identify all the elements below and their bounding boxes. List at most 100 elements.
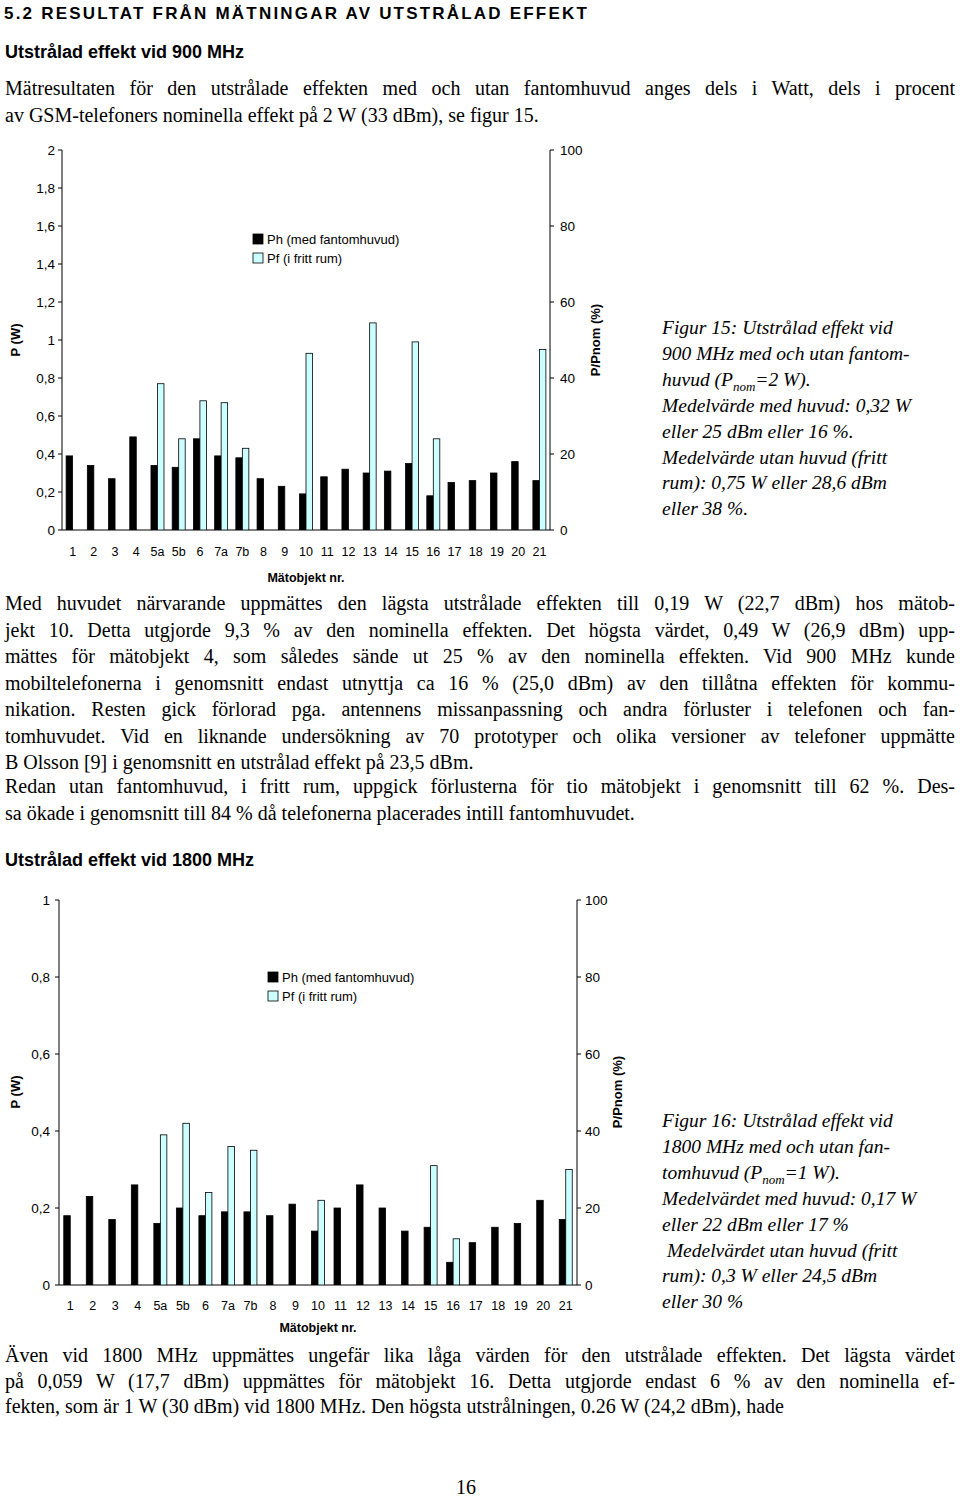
bar bbox=[266, 1216, 273, 1285]
y-tick-label: 1 bbox=[47, 333, 55, 348]
x-tick-label: 1 bbox=[69, 545, 76, 559]
bar bbox=[66, 456, 73, 530]
y-tick bbox=[58, 302, 62, 303]
y2-tick bbox=[577, 977, 581, 978]
x-tick-label: 7a bbox=[221, 1299, 235, 1313]
x-tick-label: 7b bbox=[243, 1299, 257, 1313]
caption-line: 1800 MHz med och utan fan- bbox=[662, 1136, 890, 1158]
y-tick-label: 0 bbox=[42, 1278, 50, 1293]
x-tick-label: 9 bbox=[292, 1299, 299, 1313]
bar bbox=[566, 1170, 573, 1286]
body-line: nikation. Resten gick förlorad pga. ante… bbox=[5, 698, 955, 724]
section-title: Utstrålad effekt vid 900 MHz bbox=[5, 39, 244, 65]
bar bbox=[157, 384, 164, 530]
caption-text: huvud (P bbox=[662, 369, 733, 390]
bar bbox=[130, 437, 137, 530]
caption-line: Medelvärdet utan huvud (fritt bbox=[662, 1240, 897, 1262]
y2-tick-label: 100 bbox=[585, 893, 608, 908]
bar bbox=[539, 350, 546, 531]
y-tick bbox=[55, 1131, 59, 1132]
y-tick bbox=[55, 1054, 59, 1055]
y-tick-label: 2 bbox=[47, 143, 55, 158]
x-axis-label: Mätobjekt nr. bbox=[279, 1321, 356, 1335]
legend-swatch bbox=[268, 991, 278, 1001]
body-line: sa ökade i genomsnitt till 84 % då telef… bbox=[5, 802, 955, 828]
bar bbox=[533, 481, 540, 530]
bar bbox=[154, 1223, 161, 1285]
bar bbox=[448, 483, 455, 531]
x-tick-label: 10 bbox=[299, 545, 313, 559]
x-tick-label: 6 bbox=[196, 545, 203, 559]
chart: 00,20,40,60,811,21,41,61,820204060801001… bbox=[0, 0, 960, 1497]
caption-line: eller 38 %. bbox=[662, 498, 748, 520]
y-tick bbox=[58, 492, 62, 493]
bar bbox=[244, 1212, 251, 1285]
y2-tick bbox=[550, 226, 554, 227]
caption-line: eller 30 % bbox=[662, 1291, 743, 1313]
y-tick bbox=[55, 977, 59, 978]
y-tick-label: 1,2 bbox=[36, 295, 55, 310]
bar bbox=[87, 465, 94, 530]
x-tick-label: 17 bbox=[448, 545, 462, 559]
x-tick-label: 21 bbox=[559, 1299, 573, 1313]
bar bbox=[379, 1208, 386, 1285]
bar bbox=[199, 1216, 206, 1285]
y-tick bbox=[58, 416, 62, 417]
y-tick-label: 0,2 bbox=[31, 1201, 50, 1216]
body-line: B Olsson [9] i genomsnitt en utstrålad e… bbox=[5, 751, 955, 777]
caption-text: =1 W). bbox=[785, 1162, 840, 1183]
caption-line: rum): 0,3 W eller 24,5 dBm bbox=[662, 1265, 877, 1287]
caption-line: huvud (Pnom=2 W). bbox=[662, 369, 811, 391]
bar bbox=[278, 486, 285, 530]
y-tick bbox=[58, 378, 62, 379]
body-line: på 0,059 W (17,7 dBm) uppmättes för mäto… bbox=[5, 1370, 955, 1396]
x-tick-label: 5b bbox=[172, 545, 186, 559]
y2-tick bbox=[550, 150, 554, 151]
bar bbox=[492, 1227, 499, 1285]
bar bbox=[334, 1208, 341, 1285]
caption-line: Figur 16: Utstrålad effekt vid bbox=[662, 1110, 893, 1132]
legend-swatch bbox=[268, 972, 278, 982]
caption-line: tomhuvud (Pnom=1 W). bbox=[662, 1162, 840, 1184]
bar bbox=[250, 1150, 257, 1285]
bar bbox=[200, 401, 207, 530]
x-tick-label: 4 bbox=[134, 1299, 141, 1313]
legend-label: Pf (i fritt rum) bbox=[282, 989, 357, 1004]
y-tick-label: 0,4 bbox=[36, 447, 55, 462]
bar bbox=[453, 1239, 460, 1285]
bar bbox=[306, 353, 313, 530]
x-tick-label: 19 bbox=[490, 545, 504, 559]
y2-tick-label: 80 bbox=[585, 970, 600, 985]
y-tick bbox=[55, 900, 59, 901]
y-tick-label: 1,4 bbox=[36, 257, 55, 272]
caption-line: Medelvärdet med huvud: 0,17 W bbox=[662, 1188, 916, 1210]
y2-tick bbox=[577, 1131, 581, 1132]
bar bbox=[342, 469, 349, 530]
y2-tick-label: 20 bbox=[585, 1201, 600, 1216]
bar bbox=[109, 1220, 116, 1285]
subscript: nom bbox=[733, 379, 755, 394]
y-tick bbox=[58, 150, 62, 151]
x-tick-label: 6 bbox=[202, 1299, 209, 1313]
section-title: Utstrålad effekt vid 1800 MHz bbox=[5, 847, 254, 873]
bar bbox=[221, 403, 228, 530]
y2-tick-label: 40 bbox=[560, 371, 575, 386]
bar bbox=[357, 1185, 364, 1285]
y2-tick bbox=[550, 530, 554, 531]
bar bbox=[109, 479, 116, 530]
bar bbox=[172, 467, 179, 530]
bars bbox=[64, 1123, 572, 1285]
intro-line: Mätresultaten för den utstrålade effekte… bbox=[5, 77, 955, 103]
y2-tick bbox=[550, 302, 554, 303]
body-line: Redan utan fantomhuvud, i fritt rum, upp… bbox=[5, 775, 955, 801]
x-tick-label: 15 bbox=[424, 1299, 438, 1313]
bar bbox=[179, 439, 186, 530]
x-tick-label: 7a bbox=[214, 545, 228, 559]
y-tick bbox=[58, 264, 62, 265]
bar bbox=[221, 1212, 228, 1285]
bar bbox=[363, 473, 370, 530]
x-tick-label: 16 bbox=[426, 545, 440, 559]
x-tick-label: 5b bbox=[176, 1299, 190, 1313]
bar bbox=[490, 473, 497, 530]
y-tick-label: 0,4 bbox=[31, 1124, 50, 1139]
